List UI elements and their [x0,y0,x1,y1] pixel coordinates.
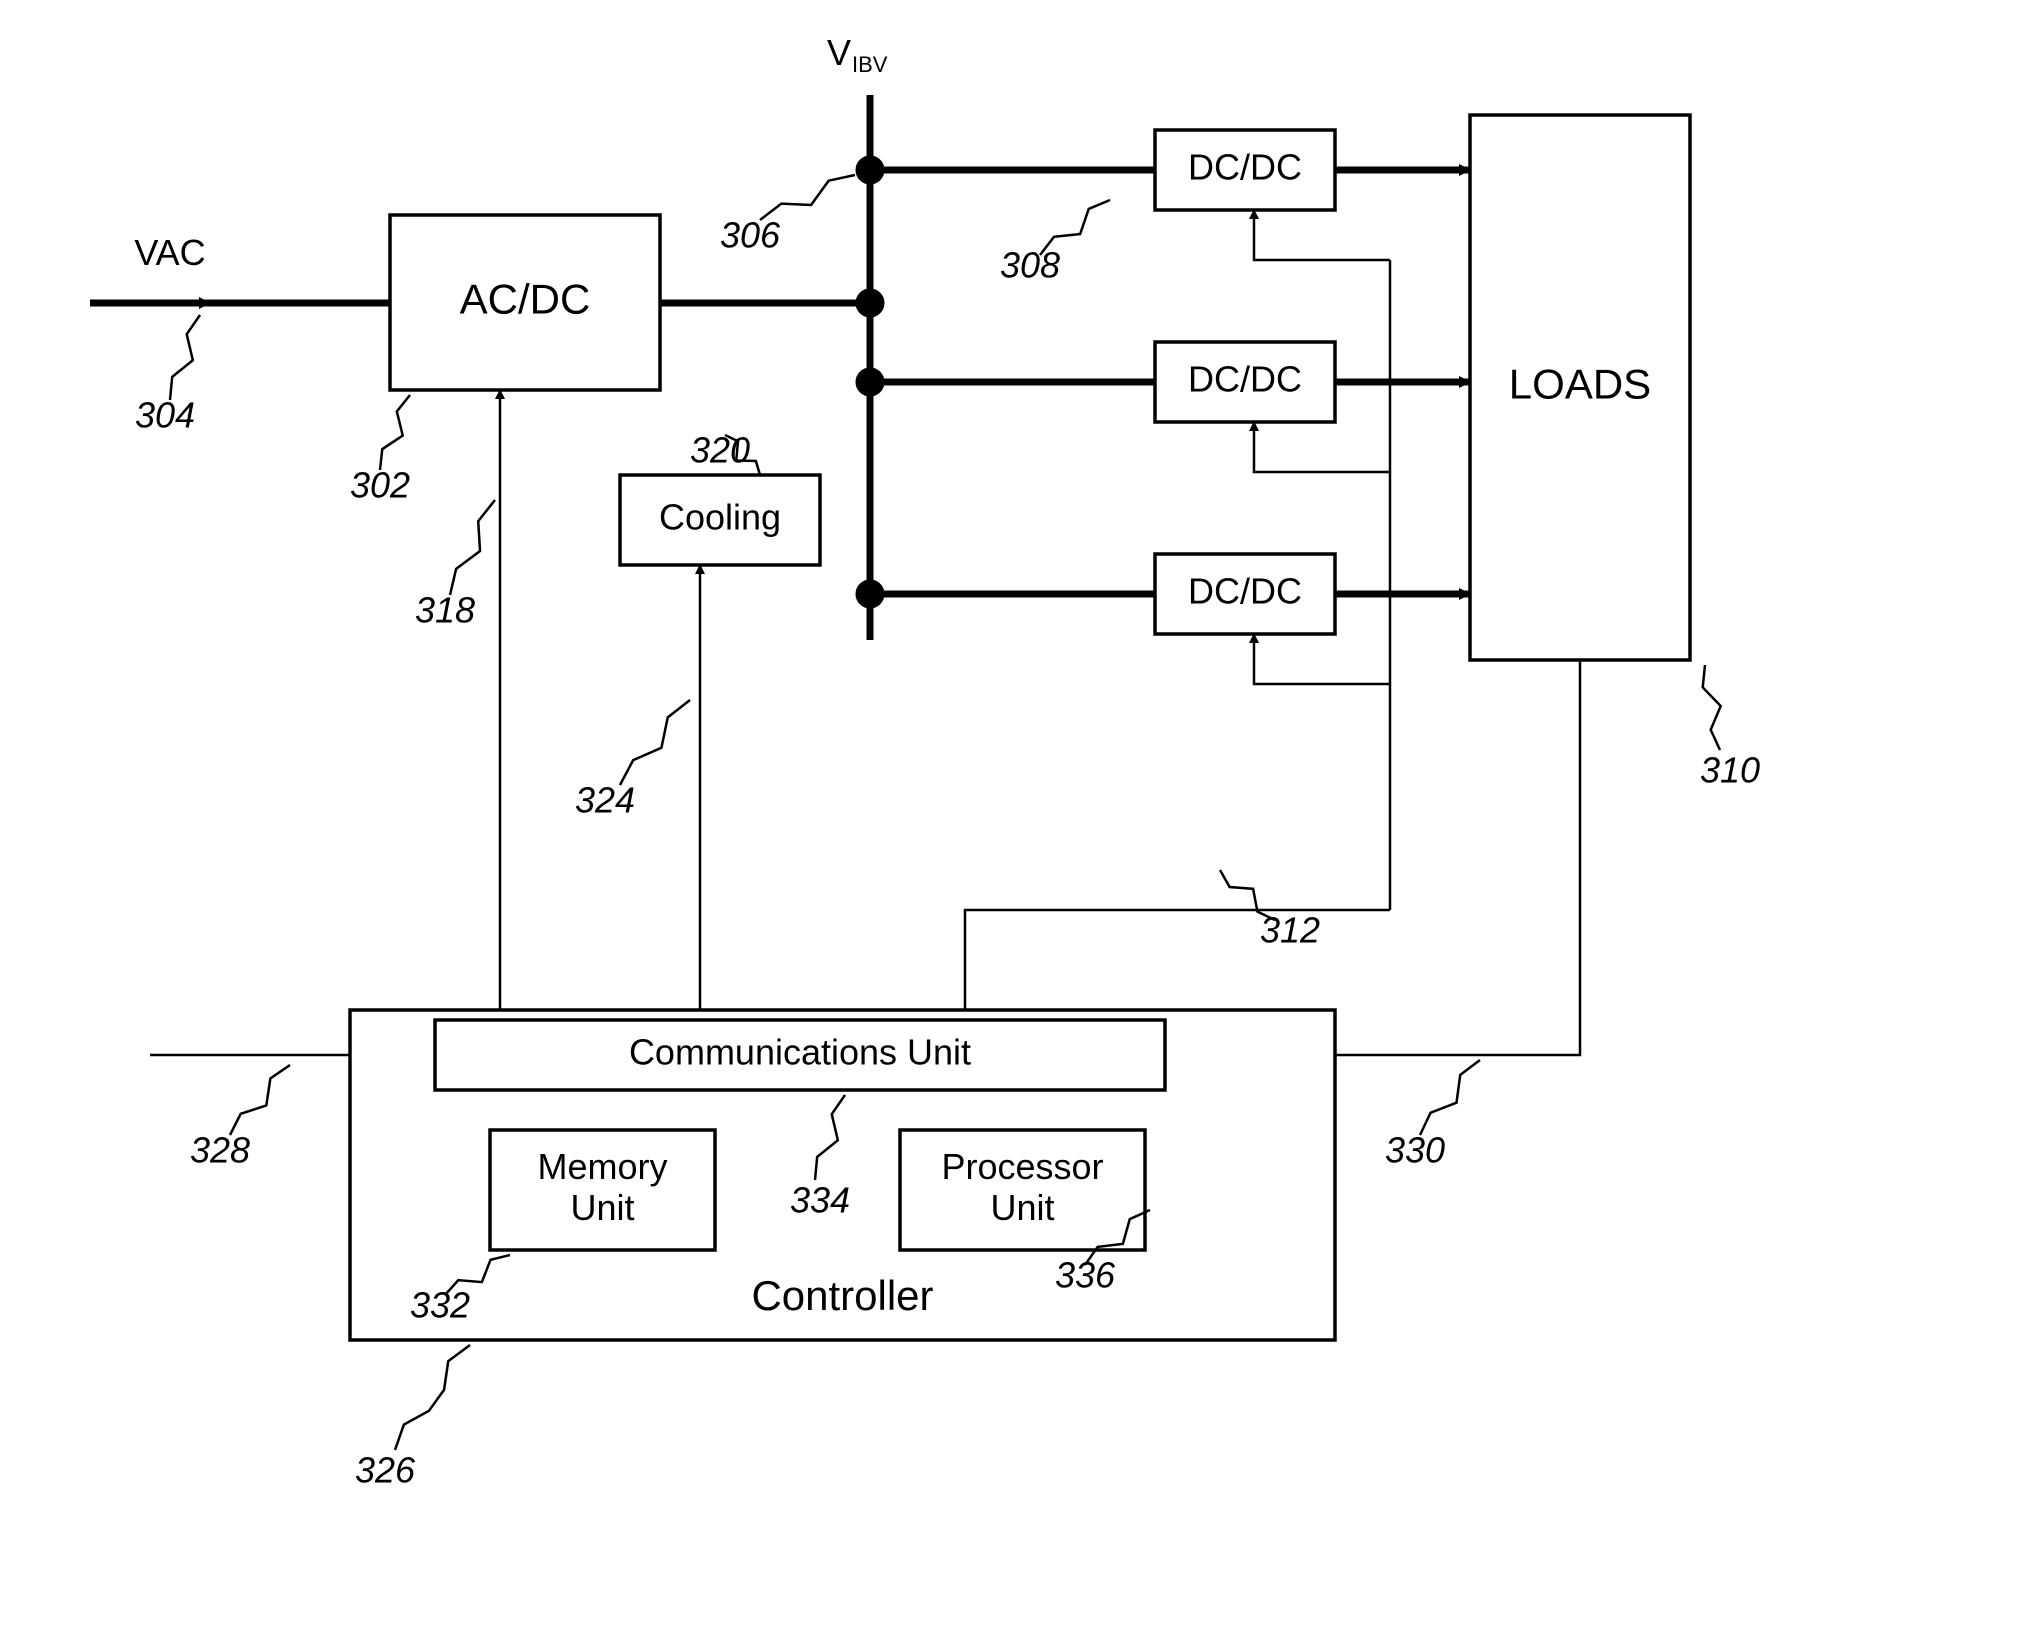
diagram-svg: ControllerCommunications UnitMemoryUnitP… [0,0,2039,1642]
ref-leader-302 [380,395,410,470]
block-memory-label-1: Memory [537,1146,667,1187]
ref-leader-324 [620,700,690,785]
label-vibv-v: V [827,32,851,73]
ref-336: 336 [1055,1255,1116,1296]
block-memory-label-2: Unit [570,1187,634,1228]
block-processor-label-2: Unit [990,1187,1054,1228]
label-vac: VAC [134,232,205,273]
ref-leader-330 [1420,1060,1480,1135]
boxes: ControllerCommunications UnitMemoryUnitP… [350,115,1690,1340]
ref-leader-318 [450,500,495,595]
ref-leader-326 [395,1345,470,1450]
link-ctrl-to-dcdc-3 [1254,634,1390,684]
link-ctrl-to-dcdc-1 [1254,210,1390,260]
ref-leader-306 [760,175,855,220]
ref-334: 334 [790,1180,850,1221]
block-acdc-label: AC/DC [460,276,591,323]
ref-328: 328 [190,1130,250,1171]
ref-308: 308 [1000,245,1060,286]
link-ctrl-to-dcdc-2 [1254,422,1390,472]
link-loads-to-comms [1165,660,1580,1055]
ref-320: 320 [690,430,750,471]
ref-330: 330 [1385,1130,1445,1171]
link-dcdc-rail-to-comms [965,910,1390,1020]
ref-302: 302 [350,465,410,506]
ref-304: 304 [135,395,195,436]
ref-324: 324 [575,780,635,821]
label-vibv-sub: IBV [852,52,888,77]
block-cooling-label: Cooling [659,497,781,538]
ref-326: 326 [355,1450,416,1491]
ref-332: 332 [410,1285,470,1326]
block-dcdc-2-label: DC/DC [1188,359,1302,400]
block-dcdc-1-label: DC/DC [1188,147,1302,188]
block-loads-label: LOADS [1509,361,1651,408]
ref-leader-310 [1703,665,1721,750]
block-controller-label: Controller [751,1272,933,1319]
signal-wiring [150,210,1580,1055]
ref-306: 306 [720,215,781,256]
block-dcdc-3-label: DC/DC [1188,571,1302,612]
ref-leader-328 [230,1065,290,1135]
ref-312: 312 [1260,910,1320,951]
ref-leader-304 [170,315,200,400]
ref-310: 310 [1700,750,1760,791]
block-comms-label: Communications Unit [629,1032,971,1073]
ref-318: 318 [415,590,475,631]
block-processor-label-1: Processor [941,1146,1103,1187]
diagram-canvas: ControllerCommunications UnitMemoryUnitP… [0,0,2039,1642]
